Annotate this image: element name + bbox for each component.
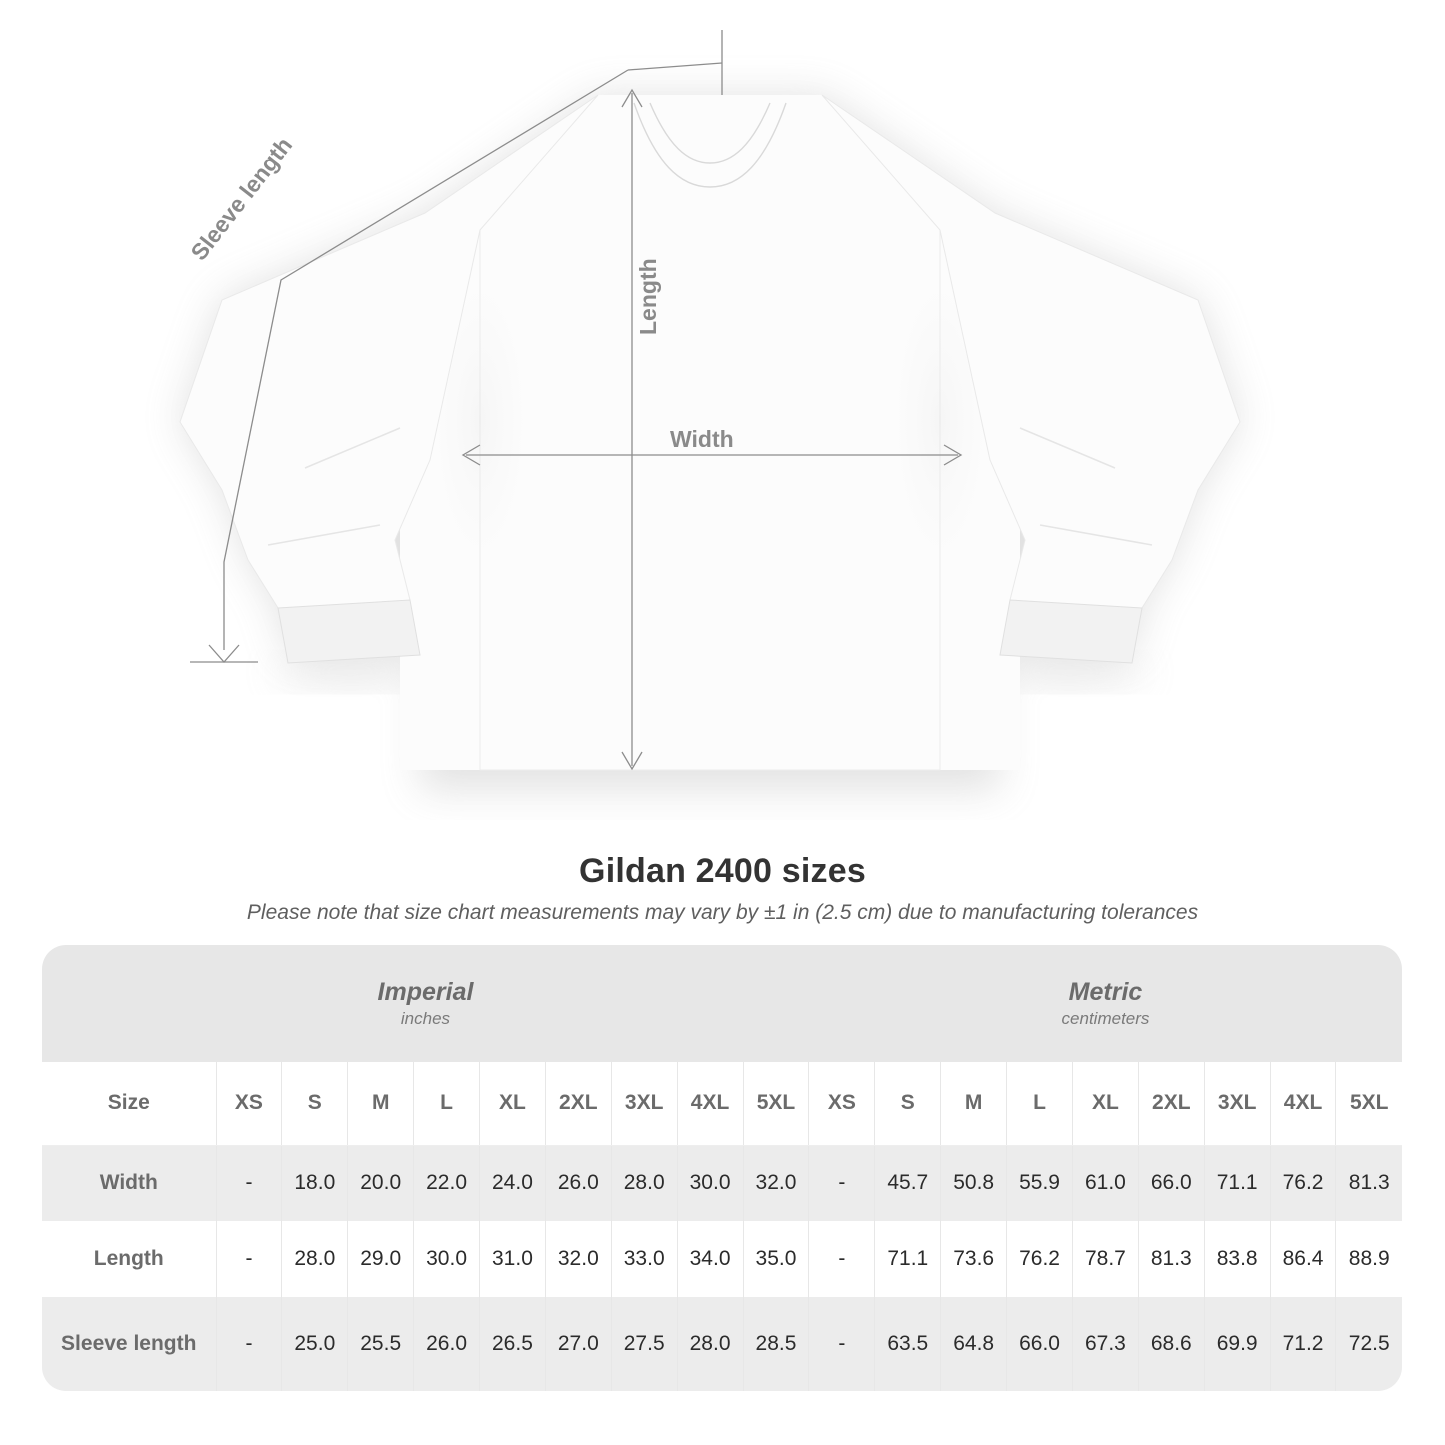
svg-text:Width: Width	[670, 426, 734, 452]
svg-text:Length: Length	[635, 258, 661, 335]
svg-text:Sleeve length: Sleeve length	[185, 132, 297, 265]
